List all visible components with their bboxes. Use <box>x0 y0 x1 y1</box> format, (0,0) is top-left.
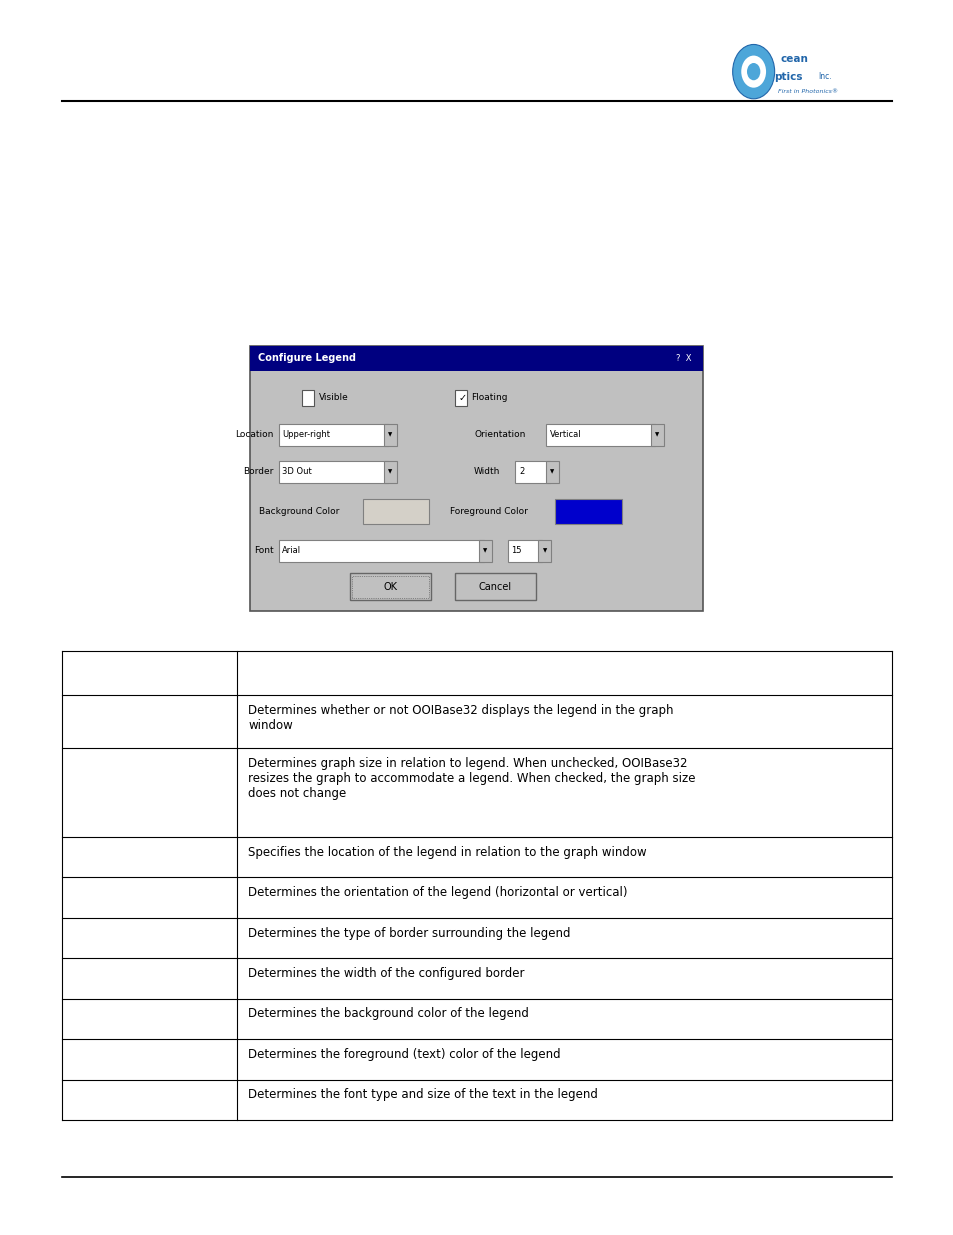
FancyBboxPatch shape <box>545 424 655 446</box>
FancyBboxPatch shape <box>537 540 551 562</box>
Text: Background Color: Background Color <box>259 506 339 516</box>
Text: ptics: ptics <box>773 72 801 82</box>
Text: ▼: ▼ <box>542 548 546 553</box>
FancyBboxPatch shape <box>278 461 388 483</box>
FancyBboxPatch shape <box>250 346 702 611</box>
Text: Border: Border <box>243 467 274 477</box>
FancyBboxPatch shape <box>455 573 536 600</box>
FancyBboxPatch shape <box>250 346 702 370</box>
Text: Determines the foreground (text) color of the legend: Determines the foreground (text) color o… <box>248 1047 560 1061</box>
Text: Determines whether or not OOIBase32 displays the legend in the graph
window: Determines whether or not OOIBase32 disp… <box>248 704 673 732</box>
Text: Vertical: Vertical <box>549 430 580 440</box>
Text: Arial: Arial <box>282 546 301 556</box>
FancyBboxPatch shape <box>302 390 314 406</box>
Text: Floating: Floating <box>471 393 507 403</box>
FancyBboxPatch shape <box>507 540 541 562</box>
Text: Determines the background color of the legend: Determines the background color of the l… <box>248 1008 528 1020</box>
FancyBboxPatch shape <box>515 461 549 483</box>
Text: Location: Location <box>235 430 274 440</box>
FancyBboxPatch shape <box>455 390 466 406</box>
Text: Cancel: Cancel <box>478 582 511 592</box>
Text: Orientation: Orientation <box>474 430 525 440</box>
Text: First in Photonics®: First in Photonics® <box>777 89 837 94</box>
Circle shape <box>740 56 765 88</box>
FancyBboxPatch shape <box>383 424 396 446</box>
Text: ▼: ▼ <box>655 432 659 437</box>
Text: 15: 15 <box>511 546 521 556</box>
FancyBboxPatch shape <box>545 461 558 483</box>
Text: ▼: ▼ <box>388 432 392 437</box>
FancyBboxPatch shape <box>350 573 431 600</box>
Text: cean: cean <box>780 54 807 64</box>
Text: Determines the type of border surrounding the legend: Determines the type of border surroundin… <box>248 926 570 940</box>
Text: Specifies the location of the legend in relation to the graph window: Specifies the location of the legend in … <box>248 846 646 858</box>
Text: Determines the font type and size of the text in the legend: Determines the font type and size of the… <box>248 1088 598 1102</box>
Text: ?  X: ? X <box>676 353 691 363</box>
Text: 3D Out: 3D Out <box>282 467 312 477</box>
FancyBboxPatch shape <box>650 424 663 446</box>
Text: Inc.: Inc. <box>818 72 831 82</box>
Text: Upper-right: Upper-right <box>282 430 330 440</box>
Text: Configure Legend: Configure Legend <box>257 353 355 363</box>
Text: Font: Font <box>253 546 274 556</box>
FancyBboxPatch shape <box>555 499 621 524</box>
Circle shape <box>746 63 760 80</box>
Text: 2: 2 <box>518 467 524 477</box>
FancyBboxPatch shape <box>362 499 429 524</box>
Text: Determines graph size in relation to legend. When unchecked, OOIBase32
resizes t: Determines graph size in relation to leg… <box>248 757 695 799</box>
Text: Determines the orientation of the legend (horizontal or vertical): Determines the orientation of the legend… <box>248 885 627 899</box>
Text: ▼: ▼ <box>483 548 487 553</box>
Text: OK: OK <box>383 582 396 592</box>
Text: Visible: Visible <box>318 393 348 403</box>
Text: Foreground Color: Foreground Color <box>450 506 528 516</box>
FancyBboxPatch shape <box>383 461 396 483</box>
Text: ▼: ▼ <box>550 469 554 474</box>
Text: ▼: ▼ <box>388 469 392 474</box>
FancyBboxPatch shape <box>278 424 388 446</box>
FancyBboxPatch shape <box>278 540 483 562</box>
Text: Determines the width of the configured border: Determines the width of the configured b… <box>248 967 524 979</box>
FancyBboxPatch shape <box>478 540 492 562</box>
Text: ✓: ✓ <box>458 393 467 403</box>
Text: Width: Width <box>474 467 500 477</box>
Circle shape <box>732 44 774 99</box>
